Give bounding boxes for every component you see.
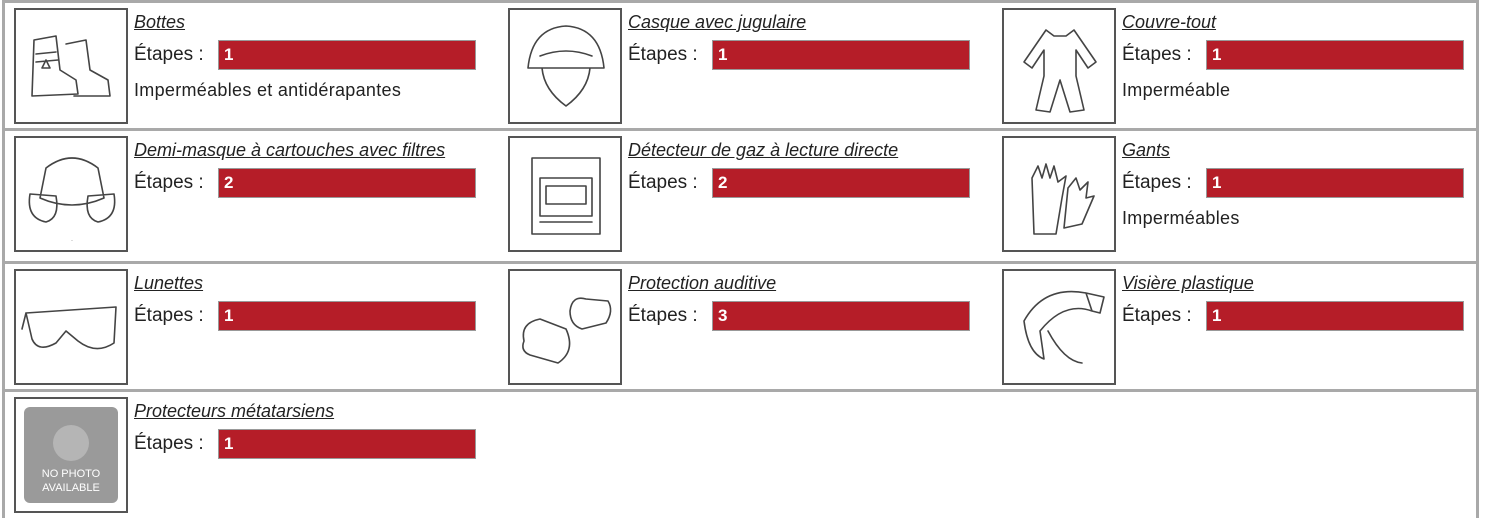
item-name-link[interactable]: Demi-masque à cartouches avec filtres [134, 140, 446, 160]
item-row: Bottes Étapes : 1 Imperméables et antidérap… [5, 3, 1476, 131]
item-row: · Demi-masque à cartouches avec filtres Ét… [5, 131, 1476, 264]
steps-value: 1 [218, 301, 476, 331]
item-name-link[interactable]: Casque avec jugulaire [628, 12, 807, 32]
item-name-link[interactable]: Détecteur de gaz à lecture directe [628, 140, 899, 160]
steps-field: Étapes : 2 [134, 166, 508, 200]
item-name-link[interactable]: Protection auditive [628, 273, 777, 293]
item-image [14, 8, 128, 124]
steps-label: Étapes : [1122, 44, 1192, 65]
item-name-link[interactable]: Bottes [134, 12, 186, 32]
item-image [508, 8, 622, 124]
item-icon [1023, 29, 1097, 113]
item-name-link[interactable]: Protecteurs métatarsiens [134, 401, 335, 421]
item-note: Imperméables [1122, 208, 1240, 228]
steps-label: Étapes : [1122, 305, 1192, 326]
steps-label: Étapes : [134, 433, 204, 454]
no-photo-text: NO PHOTO [42, 468, 101, 480]
item-icon [1031, 163, 1095, 235]
no-photo: NO PHOTO AVAILABLE [24, 407, 118, 503]
item-icon [527, 25, 605, 107]
steps-field: Étapes : 1 [134, 427, 508, 461]
steps-value: 1 [712, 40, 970, 70]
item-name-link[interactable]: Couvre-tout [1122, 12, 1217, 32]
steps-value: 2 [218, 168, 476, 198]
steps-value: 3 [712, 301, 970, 331]
item-icon [1023, 290, 1105, 364]
item-image: NO PHOTO AVAILABLE [14, 397, 128, 513]
item-image: · [14, 136, 128, 252]
steps-field: Étapes : 1 [1122, 166, 1486, 200]
steps-value: 1 [218, 40, 476, 70]
steps-value: 1 [1206, 168, 1464, 198]
steps-field: Étapes : 1 [134, 38, 508, 72]
steps-label: Étapes : [134, 305, 204, 326]
item-icon [31, 35, 111, 97]
item-name-link[interactable]: Lunettes [134, 273, 204, 293]
steps-label: Étapes : [134, 172, 204, 193]
steps-field: Étapes : 1 [1122, 299, 1486, 333]
steps-label: Étapes : [628, 172, 698, 193]
steps-field: Étapes : 1 [1122, 38, 1486, 72]
steps-value: 1 [1206, 301, 1464, 331]
steps-label: Étapes : [628, 44, 698, 65]
steps-label: Étapes : [628, 305, 698, 326]
item-note: Imperméable [1122, 80, 1231, 100]
no-photo-text: AVAILABLE [42, 482, 100, 494]
steps-field: Étapes : 3 [628, 299, 1002, 333]
steps-value: 1 [218, 429, 476, 459]
item-image [1002, 8, 1116, 124]
item-image [508, 269, 622, 385]
steps-field: Étapes : 1 [628, 38, 1002, 72]
item-image [1002, 269, 1116, 385]
steps-label: Étapes : [134, 44, 204, 65]
icon-text: · [71, 238, 73, 244]
item-row: NO PHOTO AVAILABLE Protecteurs métatarsie… [5, 392, 1476, 518]
item-icon: · [28, 157, 116, 244]
steps-value: 1 [1206, 40, 1464, 70]
item-name-link[interactable]: Gants [1122, 140, 1171, 160]
item-name-link[interactable]: Visière plastique [1122, 273, 1254, 293]
item-row: Lunettes Étapes : 1 Protection auditive Étap… [5, 264, 1476, 392]
item-icon [522, 297, 612, 364]
steps-field: Étapes : 1 [134, 299, 508, 333]
item-image [508, 136, 622, 252]
steps-value: 2 [712, 168, 970, 198]
item-icon [531, 157, 601, 235]
item-icon [21, 306, 117, 350]
steps-field: Étapes : 2 [628, 166, 1002, 200]
item-image [14, 269, 128, 385]
item-note: Imperméables et antidérapantes [134, 80, 402, 100]
steps-label: Étapes : [1122, 172, 1192, 193]
item-image [1002, 136, 1116, 252]
